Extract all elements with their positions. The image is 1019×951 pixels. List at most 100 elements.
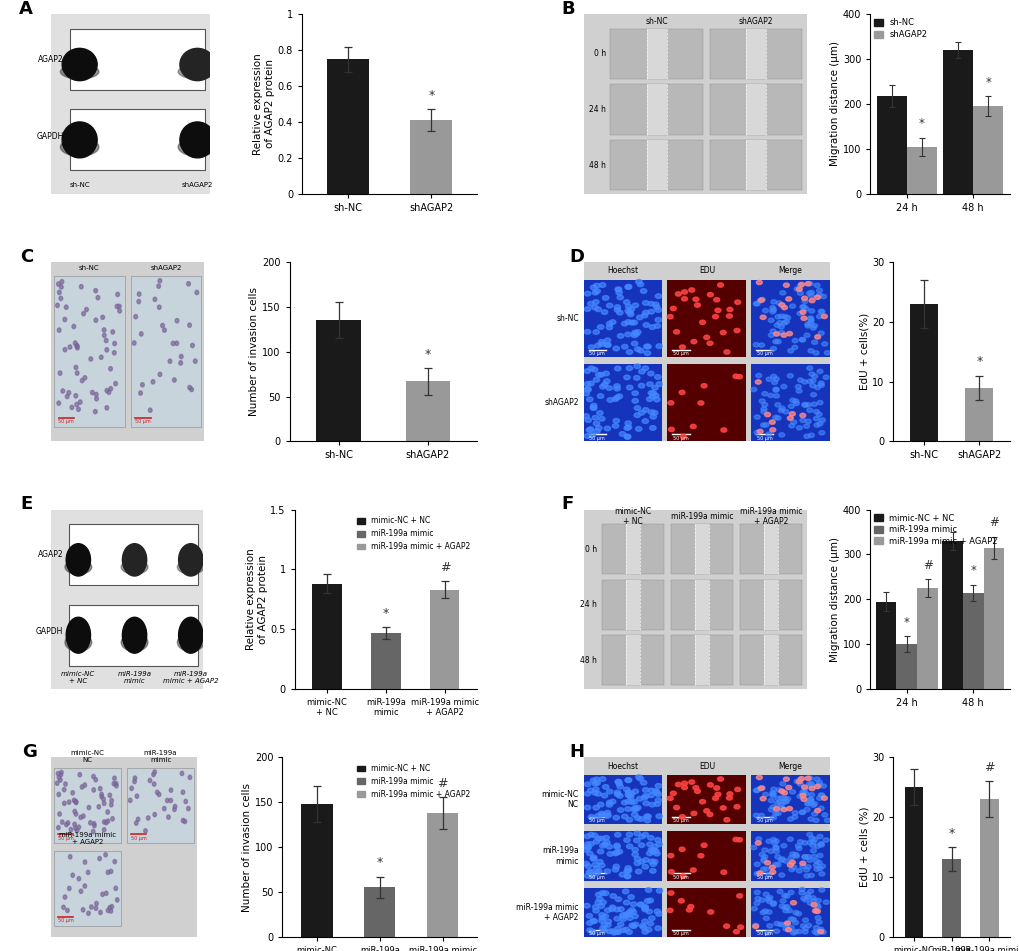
Circle shape xyxy=(631,330,638,335)
Circle shape xyxy=(690,868,696,872)
Circle shape xyxy=(642,310,648,315)
Circle shape xyxy=(655,842,661,846)
Circle shape xyxy=(644,344,650,349)
FancyBboxPatch shape xyxy=(70,109,205,170)
Circle shape xyxy=(644,818,650,823)
Circle shape xyxy=(795,384,801,389)
Circle shape xyxy=(781,333,786,338)
Circle shape xyxy=(777,324,784,329)
Circle shape xyxy=(637,817,643,822)
Circle shape xyxy=(774,340,781,343)
Circle shape xyxy=(680,435,686,438)
Circle shape xyxy=(727,307,733,312)
Circle shape xyxy=(55,781,59,786)
Circle shape xyxy=(646,842,652,846)
Circle shape xyxy=(622,889,629,894)
Circle shape xyxy=(816,369,822,374)
Circle shape xyxy=(602,785,608,789)
Circle shape xyxy=(776,922,783,926)
Text: *: * xyxy=(382,607,388,620)
Circle shape xyxy=(736,375,742,378)
Circle shape xyxy=(813,410,818,414)
Circle shape xyxy=(58,371,62,376)
Circle shape xyxy=(758,852,764,857)
Circle shape xyxy=(609,799,615,804)
Circle shape xyxy=(599,282,605,287)
Circle shape xyxy=(817,793,823,797)
Ellipse shape xyxy=(121,560,148,574)
Circle shape xyxy=(153,770,156,774)
Circle shape xyxy=(602,371,608,376)
Circle shape xyxy=(621,814,628,819)
Circle shape xyxy=(822,900,828,904)
Circle shape xyxy=(629,907,635,912)
Text: D: D xyxy=(569,247,583,265)
Circle shape xyxy=(586,851,592,856)
Circle shape xyxy=(72,823,76,826)
Circle shape xyxy=(99,786,102,791)
Circle shape xyxy=(634,364,640,369)
Circle shape xyxy=(630,902,636,906)
Circle shape xyxy=(799,414,805,417)
Bar xyxy=(301,804,332,937)
Circle shape xyxy=(94,318,98,322)
Circle shape xyxy=(652,302,658,307)
Circle shape xyxy=(624,874,630,879)
Circle shape xyxy=(583,847,589,852)
Circle shape xyxy=(190,387,194,392)
Circle shape xyxy=(796,287,802,291)
Circle shape xyxy=(814,909,819,914)
Circle shape xyxy=(612,346,619,351)
Circle shape xyxy=(643,344,649,349)
Circle shape xyxy=(690,811,696,816)
Circle shape xyxy=(789,789,795,794)
Circle shape xyxy=(117,304,121,308)
Text: *: * xyxy=(984,76,990,89)
Circle shape xyxy=(644,814,650,819)
Circle shape xyxy=(779,302,784,307)
Text: *: * xyxy=(918,118,924,130)
Circle shape xyxy=(781,305,787,310)
Circle shape xyxy=(804,895,810,899)
Circle shape xyxy=(625,912,631,917)
Circle shape xyxy=(815,861,821,864)
Circle shape xyxy=(653,305,659,310)
Circle shape xyxy=(615,394,622,398)
Circle shape xyxy=(586,870,592,875)
Text: miR-199a
mimic: miR-199a mimic xyxy=(117,670,152,684)
Circle shape xyxy=(687,904,693,909)
Circle shape xyxy=(589,929,595,934)
Circle shape xyxy=(601,310,607,315)
Circle shape xyxy=(173,805,176,808)
Circle shape xyxy=(692,297,698,301)
Circle shape xyxy=(787,837,793,842)
Circle shape xyxy=(612,864,619,869)
Text: 50 μm: 50 μm xyxy=(673,819,688,824)
Circle shape xyxy=(819,294,825,299)
Circle shape xyxy=(597,803,603,806)
Circle shape xyxy=(675,292,681,296)
Circle shape xyxy=(818,431,824,435)
Circle shape xyxy=(606,800,612,805)
Circle shape xyxy=(810,899,816,902)
Circle shape xyxy=(811,374,817,378)
Circle shape xyxy=(113,341,116,346)
Circle shape xyxy=(777,805,784,810)
Circle shape xyxy=(769,308,775,312)
Circle shape xyxy=(82,814,85,818)
Circle shape xyxy=(791,345,797,350)
Circle shape xyxy=(788,917,794,922)
Circle shape xyxy=(766,896,772,900)
Text: 50 μm: 50 μm xyxy=(136,419,151,424)
Circle shape xyxy=(647,301,654,306)
Circle shape xyxy=(179,355,182,359)
Circle shape xyxy=(762,792,767,797)
Circle shape xyxy=(64,823,68,826)
Circle shape xyxy=(613,792,620,797)
Circle shape xyxy=(623,901,629,905)
Text: shAGAP2: shAGAP2 xyxy=(150,265,181,271)
Circle shape xyxy=(798,777,804,781)
Circle shape xyxy=(803,874,809,878)
Circle shape xyxy=(822,375,828,379)
Circle shape xyxy=(795,844,801,848)
